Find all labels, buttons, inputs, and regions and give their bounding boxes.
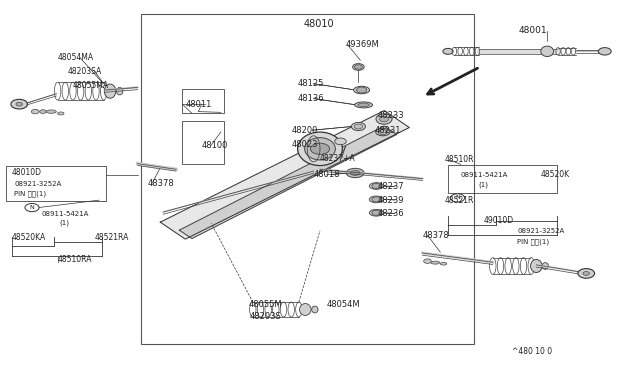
Text: PIN ピン(1): PIN ピン(1) xyxy=(14,191,46,198)
Ellipse shape xyxy=(542,263,548,269)
Ellipse shape xyxy=(440,263,447,265)
Circle shape xyxy=(355,65,362,69)
Ellipse shape xyxy=(104,84,116,98)
Ellipse shape xyxy=(369,183,383,189)
Text: 48010D: 48010D xyxy=(12,169,42,177)
Text: 48520KA: 48520KA xyxy=(12,233,46,242)
Text: 48010: 48010 xyxy=(304,19,335,29)
Circle shape xyxy=(372,197,381,202)
Text: 48510RA: 48510RA xyxy=(58,255,92,264)
Ellipse shape xyxy=(531,260,542,272)
Circle shape xyxy=(372,210,381,215)
Text: 48233: 48233 xyxy=(378,111,404,120)
Polygon shape xyxy=(179,126,397,238)
Ellipse shape xyxy=(58,112,64,115)
Text: 48100: 48100 xyxy=(202,141,228,150)
Circle shape xyxy=(443,48,453,54)
Ellipse shape xyxy=(376,128,390,136)
Text: 48378: 48378 xyxy=(147,179,174,187)
Ellipse shape xyxy=(358,103,369,106)
Text: 48001: 48001 xyxy=(518,26,547,35)
Text: (1): (1) xyxy=(479,181,489,188)
Text: 48136: 48136 xyxy=(298,94,324,103)
Bar xyxy=(182,89,224,113)
Text: 08921-3252A: 08921-3252A xyxy=(14,181,61,187)
Circle shape xyxy=(424,259,431,263)
Ellipse shape xyxy=(312,306,318,313)
Ellipse shape xyxy=(46,110,56,113)
Ellipse shape xyxy=(431,261,440,264)
Ellipse shape xyxy=(369,196,383,203)
Text: 08921-3252A: 08921-3252A xyxy=(517,228,564,234)
Text: 08911-5421A: 08911-5421A xyxy=(461,172,508,178)
Text: 08911-5421A: 08911-5421A xyxy=(42,211,89,217)
Text: 49369M: 49369M xyxy=(346,40,380,49)
Text: 48510R: 48510R xyxy=(445,155,474,164)
Ellipse shape xyxy=(355,124,363,129)
Ellipse shape xyxy=(380,116,388,122)
Text: 48125: 48125 xyxy=(298,79,324,88)
Ellipse shape xyxy=(346,168,364,178)
Circle shape xyxy=(31,109,39,114)
Text: 48237: 48237 xyxy=(378,182,404,191)
Text: 48018: 48018 xyxy=(314,170,340,179)
Circle shape xyxy=(583,272,589,275)
Bar xyxy=(141,14,474,344)
Ellipse shape xyxy=(376,114,392,124)
Text: 48203S: 48203S xyxy=(250,312,282,321)
Ellipse shape xyxy=(300,304,311,315)
Circle shape xyxy=(16,102,22,106)
Ellipse shape xyxy=(369,209,383,216)
Text: 48378: 48378 xyxy=(422,231,449,240)
Text: 48203SA: 48203SA xyxy=(67,67,102,76)
Polygon shape xyxy=(160,110,410,239)
Circle shape xyxy=(25,203,39,212)
Text: ^480 10 0: ^480 10 0 xyxy=(512,347,552,356)
Text: 48055M: 48055M xyxy=(248,300,282,309)
Circle shape xyxy=(378,129,387,135)
Bar xyxy=(182,121,224,164)
Ellipse shape xyxy=(353,86,370,94)
Text: 48520K: 48520K xyxy=(541,170,570,179)
Ellipse shape xyxy=(353,64,364,70)
Text: (1): (1) xyxy=(59,220,69,227)
Text: 48200: 48200 xyxy=(291,126,317,135)
Circle shape xyxy=(335,138,346,145)
Ellipse shape xyxy=(351,122,365,131)
Text: 48239: 48239 xyxy=(378,196,404,205)
Text: 49010D: 49010D xyxy=(483,216,513,225)
Text: N: N xyxy=(455,195,460,201)
Text: 48237+A: 48237+A xyxy=(320,154,356,163)
Ellipse shape xyxy=(351,170,360,176)
Text: PIN ピン(1): PIN ピン(1) xyxy=(517,238,549,245)
Text: 48054MA: 48054MA xyxy=(58,53,93,62)
Ellipse shape xyxy=(305,138,335,160)
Text: 48023: 48023 xyxy=(291,140,317,149)
Text: 48521R: 48521R xyxy=(445,196,474,205)
Circle shape xyxy=(451,194,465,202)
Text: 48236: 48236 xyxy=(378,209,404,218)
Ellipse shape xyxy=(355,102,372,108)
Text: 48055MA: 48055MA xyxy=(72,81,108,90)
Circle shape xyxy=(372,183,381,189)
Circle shape xyxy=(310,143,330,154)
Bar xyxy=(448,165,557,193)
Ellipse shape xyxy=(298,132,342,166)
Text: 48054M: 48054M xyxy=(326,300,360,309)
Ellipse shape xyxy=(116,87,123,95)
Text: N: N xyxy=(29,205,35,210)
Bar xyxy=(6,166,106,201)
Text: 48231: 48231 xyxy=(374,126,401,135)
Circle shape xyxy=(578,269,595,278)
Circle shape xyxy=(598,48,611,55)
Text: 48011: 48011 xyxy=(186,100,212,109)
Circle shape xyxy=(40,110,46,113)
Text: 48521RA: 48521RA xyxy=(95,233,129,242)
Circle shape xyxy=(356,87,367,93)
Ellipse shape xyxy=(541,46,554,57)
Circle shape xyxy=(11,99,28,109)
